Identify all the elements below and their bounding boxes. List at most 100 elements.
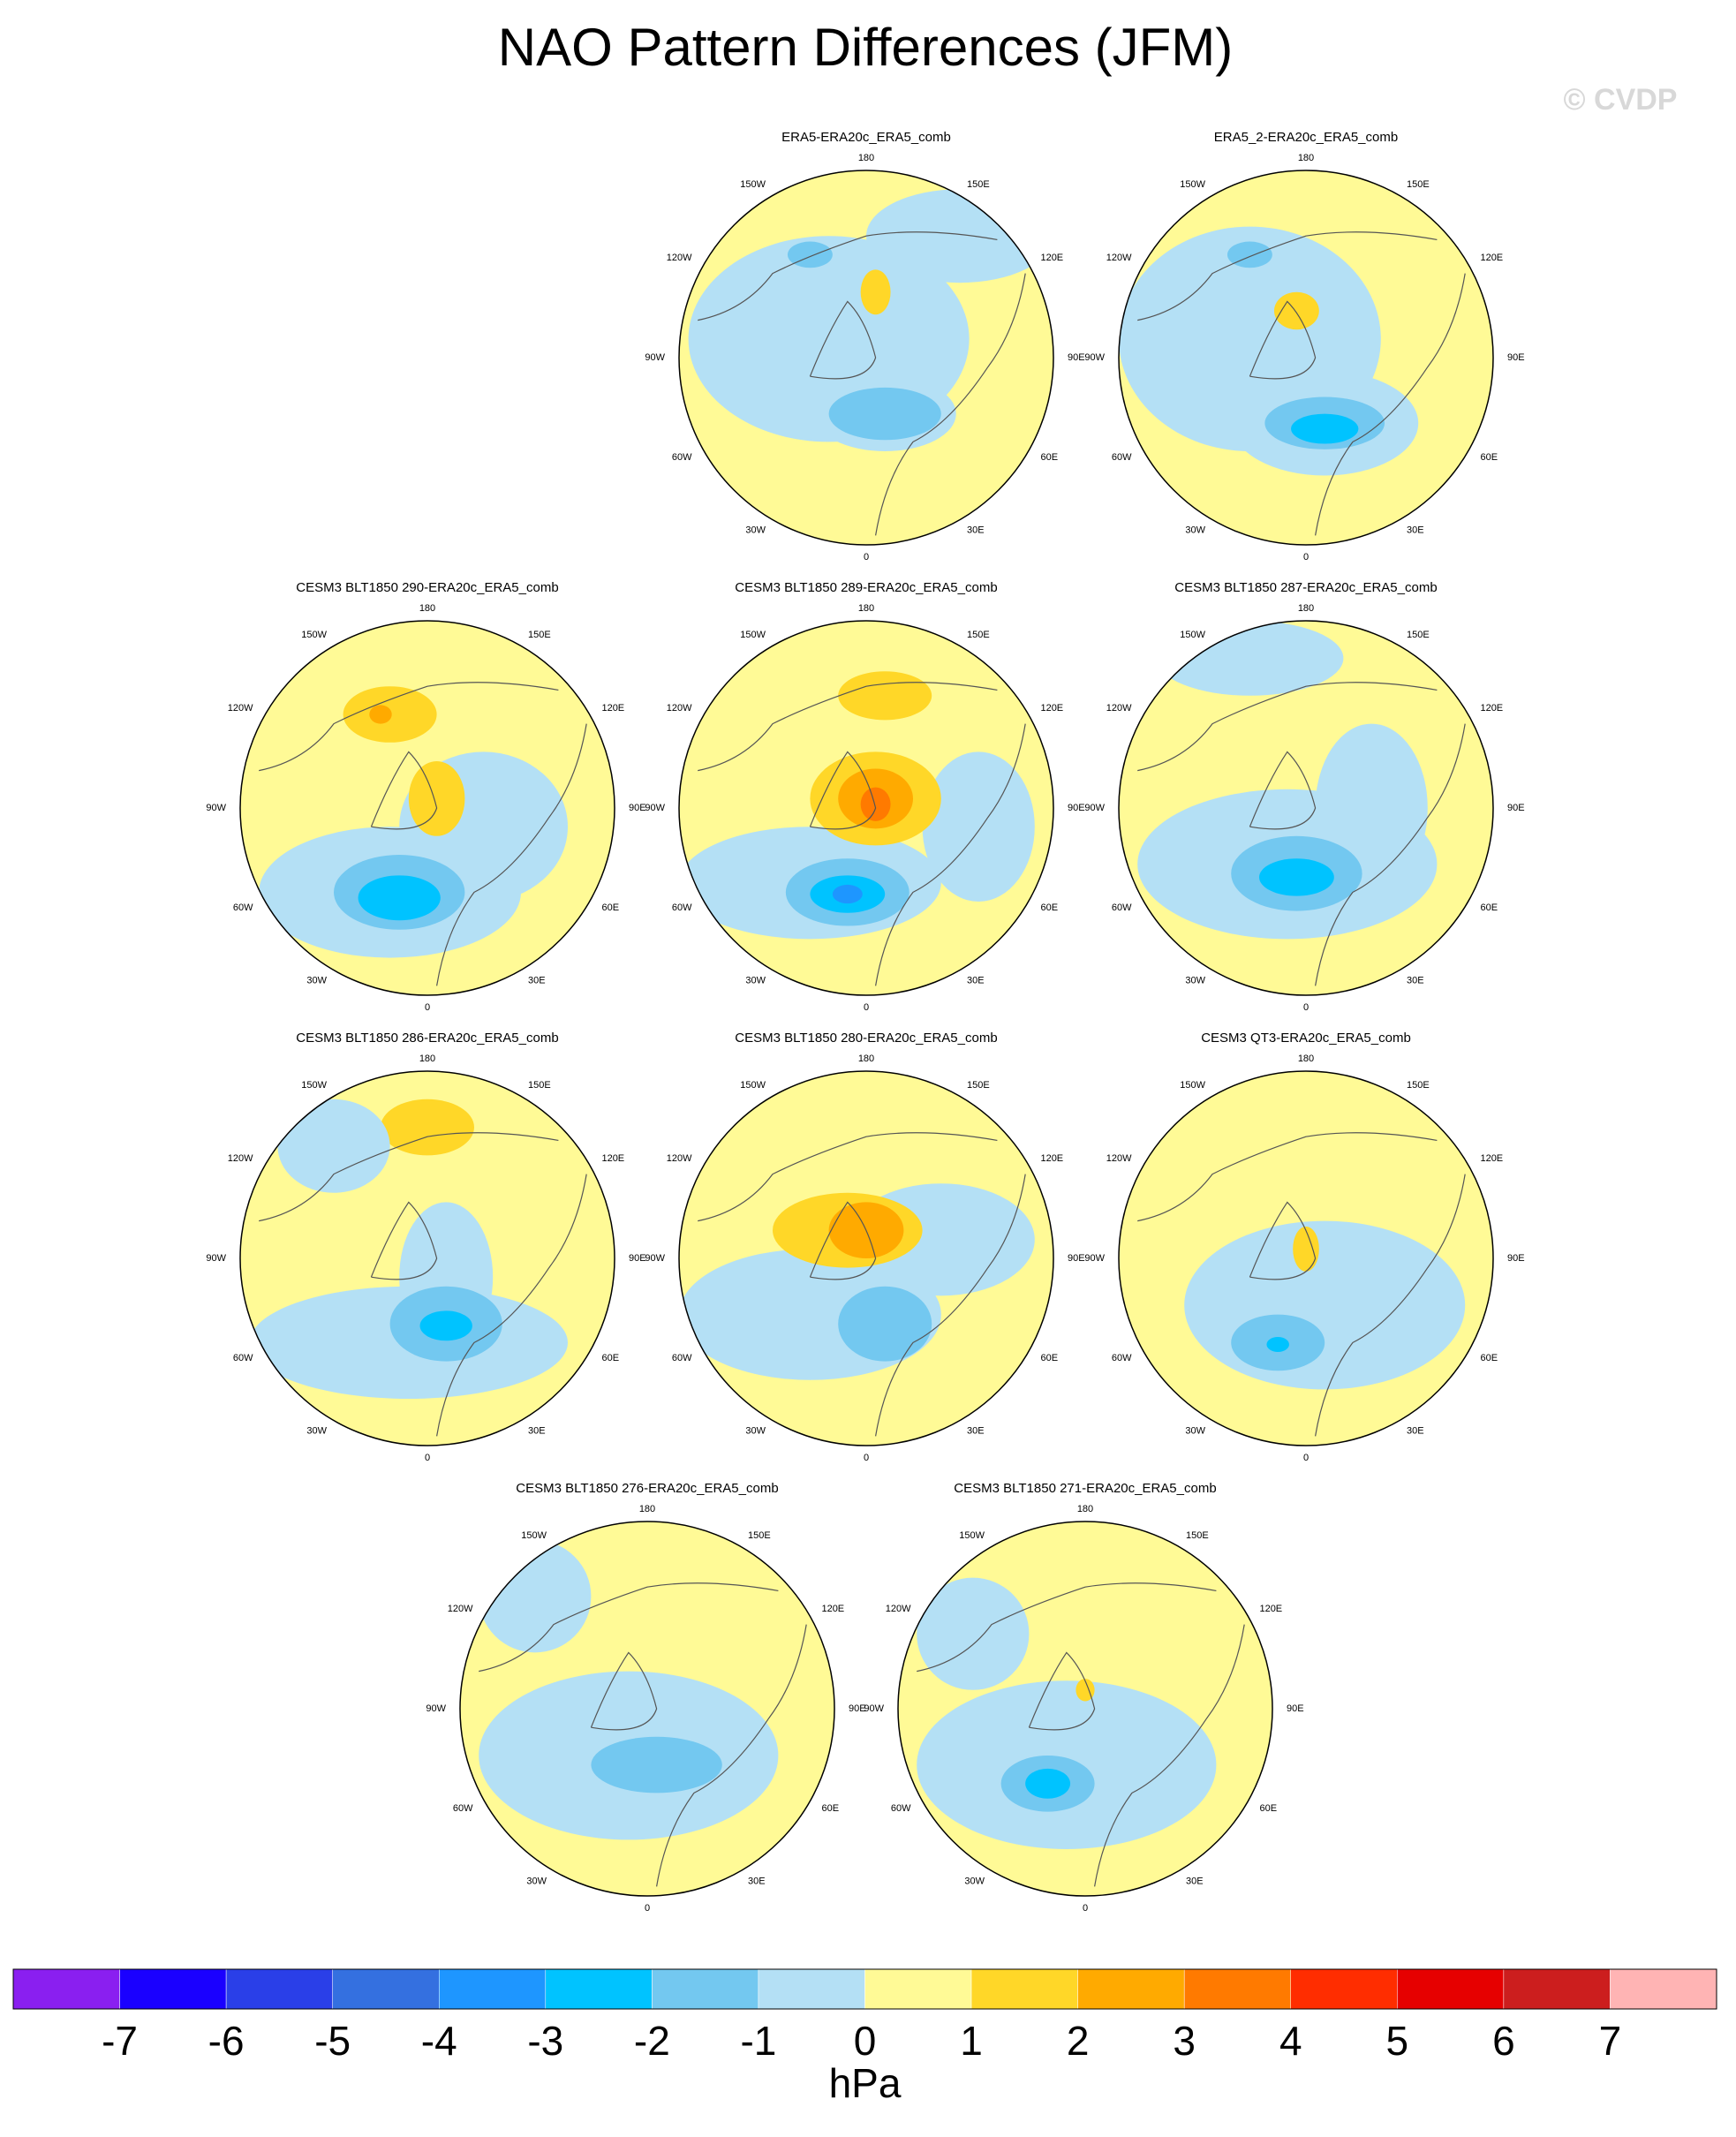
longitude-label: 90W xyxy=(1084,352,1105,363)
colorbar-box xyxy=(970,1968,1078,2010)
longitude-label: 90E xyxy=(1507,803,1525,813)
colorbar-tick-label: 0 xyxy=(854,2018,877,2064)
longitude-label: 150E xyxy=(967,630,990,640)
longitude-label: 90W xyxy=(1084,1253,1105,1264)
map-panel: ERA5_2-ERA20c_ERA5_comb 180 150E 120E 90E 60E… xyxy=(1084,130,1524,563)
field-contour xyxy=(787,241,833,268)
field-contour xyxy=(1273,291,1319,330)
colorbar-box xyxy=(864,1968,972,2010)
longitude-label: 60W xyxy=(1112,452,1132,463)
field-contour xyxy=(838,671,932,721)
colorbar-box xyxy=(439,1968,547,2010)
map-field xyxy=(240,1071,615,1446)
colorbar-box xyxy=(545,1968,653,2010)
longitude-label: 180 xyxy=(858,1053,874,1064)
map-panel: CESM3 BLT1850 290-ERA20c_ERA5_comb 180 150… xyxy=(206,580,645,1013)
coastline xyxy=(590,1651,658,1731)
colorbar-border xyxy=(12,1968,1717,2010)
longitude-label: 180 xyxy=(639,1504,655,1514)
longitude-label: 180 xyxy=(858,153,874,163)
colorbar: -7 -6 -5 -4 -3 -2 -1 0 1 2 3 4 5 6 7 hPa xyxy=(12,1968,1717,2106)
panel-title: ERA5-ERA20c_ERA5_comb xyxy=(781,130,951,145)
longitude-label: 0 xyxy=(645,1903,650,1914)
longitude-label: 150E xyxy=(967,179,990,190)
colorbar-tick-label: 2 xyxy=(1067,2018,1090,2064)
colorbar-box xyxy=(1290,1968,1398,2010)
coastline xyxy=(370,1201,438,1280)
longitude-label: 150W xyxy=(1180,1080,1205,1091)
longitude-label: 90W xyxy=(645,1253,665,1264)
figure-title: NAO Pattern Differences (JFM) xyxy=(498,18,1233,77)
map-field xyxy=(679,170,1053,545)
longitude-label: 120E xyxy=(601,1153,624,1164)
panel-title: CESM3 BLT1850 271-ERA20c_ERA5_comb xyxy=(954,1481,1216,1496)
map-border xyxy=(239,620,615,996)
longitude-label: 150E xyxy=(1407,179,1430,190)
coastline xyxy=(1137,1132,1438,1222)
longitude-label: 30E xyxy=(528,1426,546,1437)
longitude-label: 30W xyxy=(745,1426,766,1437)
longitude-label: 90W xyxy=(645,352,665,363)
coastline xyxy=(656,1624,807,1887)
map-field xyxy=(1119,1071,1493,1446)
longitude-label: 90E xyxy=(1507,352,1525,363)
longitude-label: 180 xyxy=(1298,153,1314,163)
longitude-label: 0 xyxy=(1303,1002,1309,1013)
coastline xyxy=(698,231,998,321)
field-contour xyxy=(358,875,441,921)
longitude-label: 90W xyxy=(645,803,665,813)
longitude-label: 150W xyxy=(1180,179,1205,190)
colorbar-label: hPa xyxy=(829,2060,902,2106)
field-contour xyxy=(838,1286,932,1362)
map-field xyxy=(679,1071,1053,1446)
longitude-label: 0 xyxy=(1303,552,1309,563)
longitude-label: 150E xyxy=(748,1530,771,1541)
longitude-label: 120W xyxy=(886,1604,911,1614)
longitude-label: 0 xyxy=(425,1453,430,1463)
panel-title: CESM3 BLT1850 280-ERA20c_ERA5_comb xyxy=(735,1031,997,1046)
coastline xyxy=(1315,723,1466,986)
coastline xyxy=(1315,1174,1466,1437)
longitude-label: 30W xyxy=(1185,525,1205,536)
map-border xyxy=(1118,620,1494,996)
coastline xyxy=(875,273,1026,536)
colorbar-tick-label: -6 xyxy=(208,2018,245,2064)
longitude-label: 60E xyxy=(601,1353,619,1363)
longitude-label: 30W xyxy=(306,976,327,986)
longitude-label: 30E xyxy=(1186,1876,1204,1887)
longitude-label: 150W xyxy=(740,1080,766,1091)
longitude-label: 120E xyxy=(1480,253,1503,263)
colorbar-box xyxy=(758,1968,865,2010)
longitude-label: 60W xyxy=(453,1803,473,1814)
field-contour xyxy=(1291,413,1359,444)
map-panel: CESM3 BLT1850 280-ERA20c_ERA5_comb 180 150… xyxy=(645,1031,1084,1463)
colorbar-box xyxy=(119,1968,227,2010)
longitude-label: 60E xyxy=(1040,902,1058,913)
coastline xyxy=(1094,1624,1245,1887)
longitude-label: 120W xyxy=(1106,1153,1132,1164)
longitude-label: 30W xyxy=(745,976,766,986)
field-contour xyxy=(922,751,1035,902)
longitude-label: 180 xyxy=(419,603,435,614)
longitude-label: 0 xyxy=(425,1002,430,1013)
longitude-label: 180 xyxy=(1077,1504,1093,1514)
map-border xyxy=(1118,170,1494,546)
longitude-label: 60E xyxy=(1040,1353,1058,1363)
colorbar-box xyxy=(1503,1968,1611,2010)
longitude-label: 120W xyxy=(1106,253,1132,263)
map-panel: CESM3 BLT1850 276-ERA20c_ERA5_comb 180 150… xyxy=(426,1481,865,1914)
longitude-label: 60W xyxy=(672,902,692,913)
coastline xyxy=(436,1174,587,1437)
map-field xyxy=(679,621,1053,995)
panel-title: CESM3 BLT1850 287-ERA20c_ERA5_comb xyxy=(1174,580,1437,595)
longitude-label: 60W xyxy=(233,1353,253,1363)
longitude-label: 150E xyxy=(528,1080,551,1091)
colorbar-box xyxy=(12,1968,120,2010)
map-field xyxy=(1119,170,1493,545)
map-border xyxy=(897,1521,1273,1897)
coastline xyxy=(1028,1651,1096,1731)
coastline xyxy=(479,1582,779,1673)
longitude-label: 30W xyxy=(1185,1426,1205,1437)
map-border xyxy=(678,1070,1054,1446)
